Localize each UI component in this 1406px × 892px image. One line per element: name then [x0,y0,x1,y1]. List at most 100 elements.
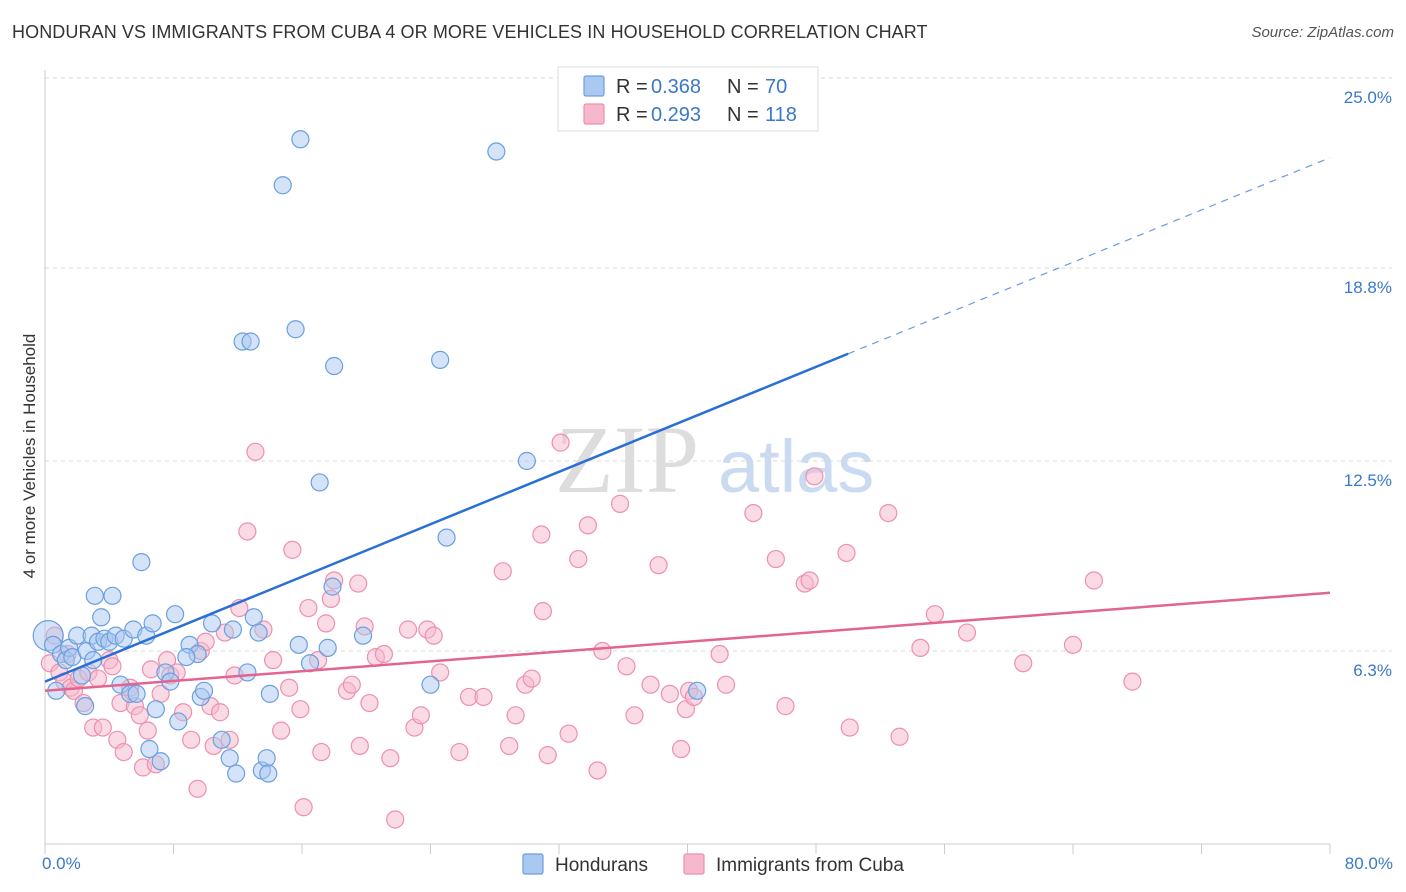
watermark: ZIP atlas [555,406,874,513]
cuba-point [805,467,824,486]
honduran-point [431,350,450,369]
honduran-point [151,752,170,771]
cuba-point [431,663,450,682]
honduran-point [194,681,214,700]
cuba-point [93,718,112,737]
cuba-point [474,687,493,707]
cuba-point [710,644,729,664]
blue-bottom-legend-swatch [522,853,544,875]
honduran-point [166,605,185,624]
cuba-point [312,742,331,762]
honduran-point [85,586,104,605]
cuba-point [1014,654,1033,673]
cuba-point [776,697,795,716]
honduran-point [76,697,95,716]
legend-r-value: 0.293 [651,104,701,126]
cuba-point [625,706,644,725]
cuba-point [360,693,379,713]
cuba-point [533,602,553,621]
honduran-point [310,473,329,492]
cuba-point [837,543,856,563]
legend-n-value: 118 [765,104,797,126]
cuba-point [925,605,944,624]
cuba-point [1063,635,1083,654]
honduran-point [238,663,257,682]
cuba-point [246,442,265,461]
y-tick-label: 6.3% [1353,661,1392,680]
bottom-legend-label: Immigrants from Cuba [716,855,904,876]
y-axis-label: 4 or more Vehicles in Household [20,334,39,579]
y-tick-label: 18.8% [1344,278,1392,297]
honduran-point [688,681,707,700]
chart-title: HONDURAN VS IMMIGRANTS FROM CUBA 4 OR MO… [12,22,928,42]
honduran-point [257,749,276,768]
legend-r-label: R = [616,76,648,98]
cuba-point [840,718,859,737]
series-hondurans [32,130,707,783]
legend-n-label: N = [727,104,759,126]
cuba-point [280,678,299,697]
cuba-point [272,721,291,740]
cuba-point [316,614,336,633]
cuba-point [1123,672,1142,691]
honduran-point [244,608,263,627]
cuba-point [386,810,405,829]
cuba-point [88,669,108,688]
cuba-point [398,620,418,639]
cuba-point [890,727,909,746]
watermark-atlas: atlas [718,425,874,508]
bottom-legend-label: Hondurans [555,855,648,876]
tick-labels: 6.3% 12.5% 18.8% 25.0% 0.0% 80.0% [42,88,1393,873]
honduran-point [487,142,506,161]
cuba-point [716,675,736,694]
cuba-point [182,730,201,749]
cuba-point [766,549,785,569]
cuba-point [342,675,361,694]
honduran-point [517,451,536,471]
cuba-point [411,706,430,725]
cuba-point [660,684,679,703]
cuba-point [103,657,122,676]
blue-trend-extension [847,157,1331,355]
x-tick-label: 80.0% [1345,854,1393,873]
blue-legend-swatch [583,75,605,97]
honduran-point [286,320,305,339]
cuba-point [130,706,149,725]
honduran-point [227,764,246,783]
cuba-point [957,623,977,642]
cuba-point [578,516,598,535]
cuba-point [381,749,400,768]
honduran-point [212,730,231,749]
cuba-point [522,669,541,688]
grid [45,77,1392,652]
pink-legend-swatch [583,103,605,125]
honduran-point [353,626,373,645]
cuba-point [450,742,469,762]
y-tick-label: 12.5% [1344,471,1392,490]
honduran-point [223,620,243,639]
y-tick-label: 25.0% [1344,88,1392,107]
trend-lines [44,157,1331,693]
honduran-point [291,130,310,149]
cuba-point [671,739,691,759]
cuba-point [1084,571,1103,590]
honduran-point [143,614,162,633]
bottom-legend: Hondurans Immigrants from Cuba [522,853,904,876]
honduran-point [318,638,337,658]
cuba-point [349,574,368,593]
honduran-point [323,577,342,596]
cuba-point [559,724,578,743]
x-tick-label: 0.0% [42,854,81,873]
cuba-point [114,742,133,762]
cuba-point [374,644,394,664]
honduran-point [260,684,279,703]
cuba-point [879,503,898,523]
cuba-point [532,525,551,544]
cuba-point [210,703,230,722]
cuba-point [493,562,512,581]
legend: R = 0.368 N = 70 R = 0.293 N = 118 [557,66,819,132]
axes [44,70,1331,854]
cuba-point [506,706,525,725]
cuba-point [593,641,612,661]
